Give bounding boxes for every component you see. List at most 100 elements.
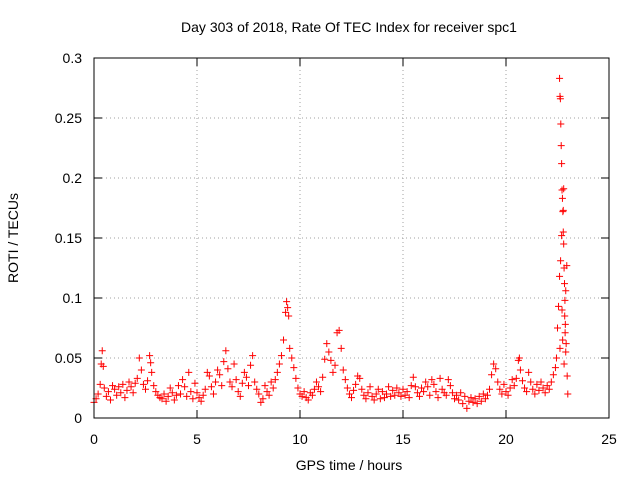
data-point [557,142,565,150]
data-point [304,396,312,404]
data-point [461,392,469,400]
data-point [135,354,143,362]
data-point [368,392,376,400]
data-point [207,383,215,391]
data-point [560,360,568,368]
data-point [415,392,423,400]
data-point [343,384,351,392]
data-point [523,388,531,396]
data-point [310,385,318,393]
data-point [512,374,520,382]
data-point [133,374,141,382]
x-axis-label: GPS time / hours [296,457,403,473]
x-tick-label: 25 [601,431,617,447]
data-point [257,398,265,406]
data-point [203,368,211,376]
data-point [541,389,549,397]
data-point [496,385,504,393]
data-point [201,385,209,393]
data-point [409,373,417,381]
data-point [195,394,203,402]
data-point [199,391,207,399]
data-point [446,382,454,390]
data-point [475,392,483,400]
data-point [561,296,569,304]
data-point [259,395,267,403]
data-point [352,380,360,388]
data-point [556,74,564,82]
data-point [331,361,339,369]
data-point [413,389,421,397]
data-point [426,391,434,399]
y-tick-label: 0.3 [63,50,83,66]
data-point [393,384,401,392]
data-point [127,383,135,391]
data-point [317,388,325,396]
data-point [558,232,566,240]
data-point [438,385,446,393]
data-point [539,384,547,392]
data-point [428,376,436,384]
data-point [226,378,234,386]
data-point [403,388,411,396]
data-point [335,326,343,334]
data-point [148,368,156,376]
data-point [191,379,199,387]
data-point [563,372,571,380]
data-point [483,391,491,399]
plot-frame [93,57,610,419]
data-point [222,347,230,355]
data-point [220,358,228,366]
data-point [366,383,374,391]
data-point [374,385,382,393]
y-tick-label: 0.05 [55,350,82,366]
data-point [457,389,465,397]
data-point [488,371,496,379]
data-point [558,160,566,168]
data-point [315,383,323,391]
data-point [150,382,158,390]
data-point [380,394,388,402]
data-point [444,376,452,384]
data-point [263,388,271,396]
data-point [537,378,545,386]
y-axis-label: ROTI / TECUs [5,193,21,283]
data-point [560,264,568,272]
data-point [350,386,358,394]
data-point [516,366,524,374]
data-point [125,378,133,386]
data-point [117,389,125,397]
data-point [360,391,368,399]
data-point [533,380,541,388]
data-point [216,371,224,379]
data-point [282,308,290,316]
data-point [345,390,353,398]
data-point [131,379,139,387]
data-point [510,382,518,390]
data-point [109,382,117,390]
data-point [286,344,294,352]
data-point [321,355,329,363]
data-point [467,394,475,402]
data-point [162,397,170,405]
data-point [280,336,288,344]
data-point [341,376,349,384]
data-point [560,240,568,248]
data-point [504,391,512,399]
data-point [285,312,293,320]
y-tick-label: 0 [74,410,82,426]
data-point [327,356,335,364]
data-point [102,392,110,400]
data-point [508,376,516,384]
data-point [518,377,526,385]
data-point [559,228,567,236]
data-point [288,354,296,362]
data-point [238,379,246,387]
data-point [284,304,292,312]
data-point [397,392,405,400]
data-point [560,185,568,193]
x-tick-label: 15 [395,431,411,447]
data-point [98,347,106,355]
